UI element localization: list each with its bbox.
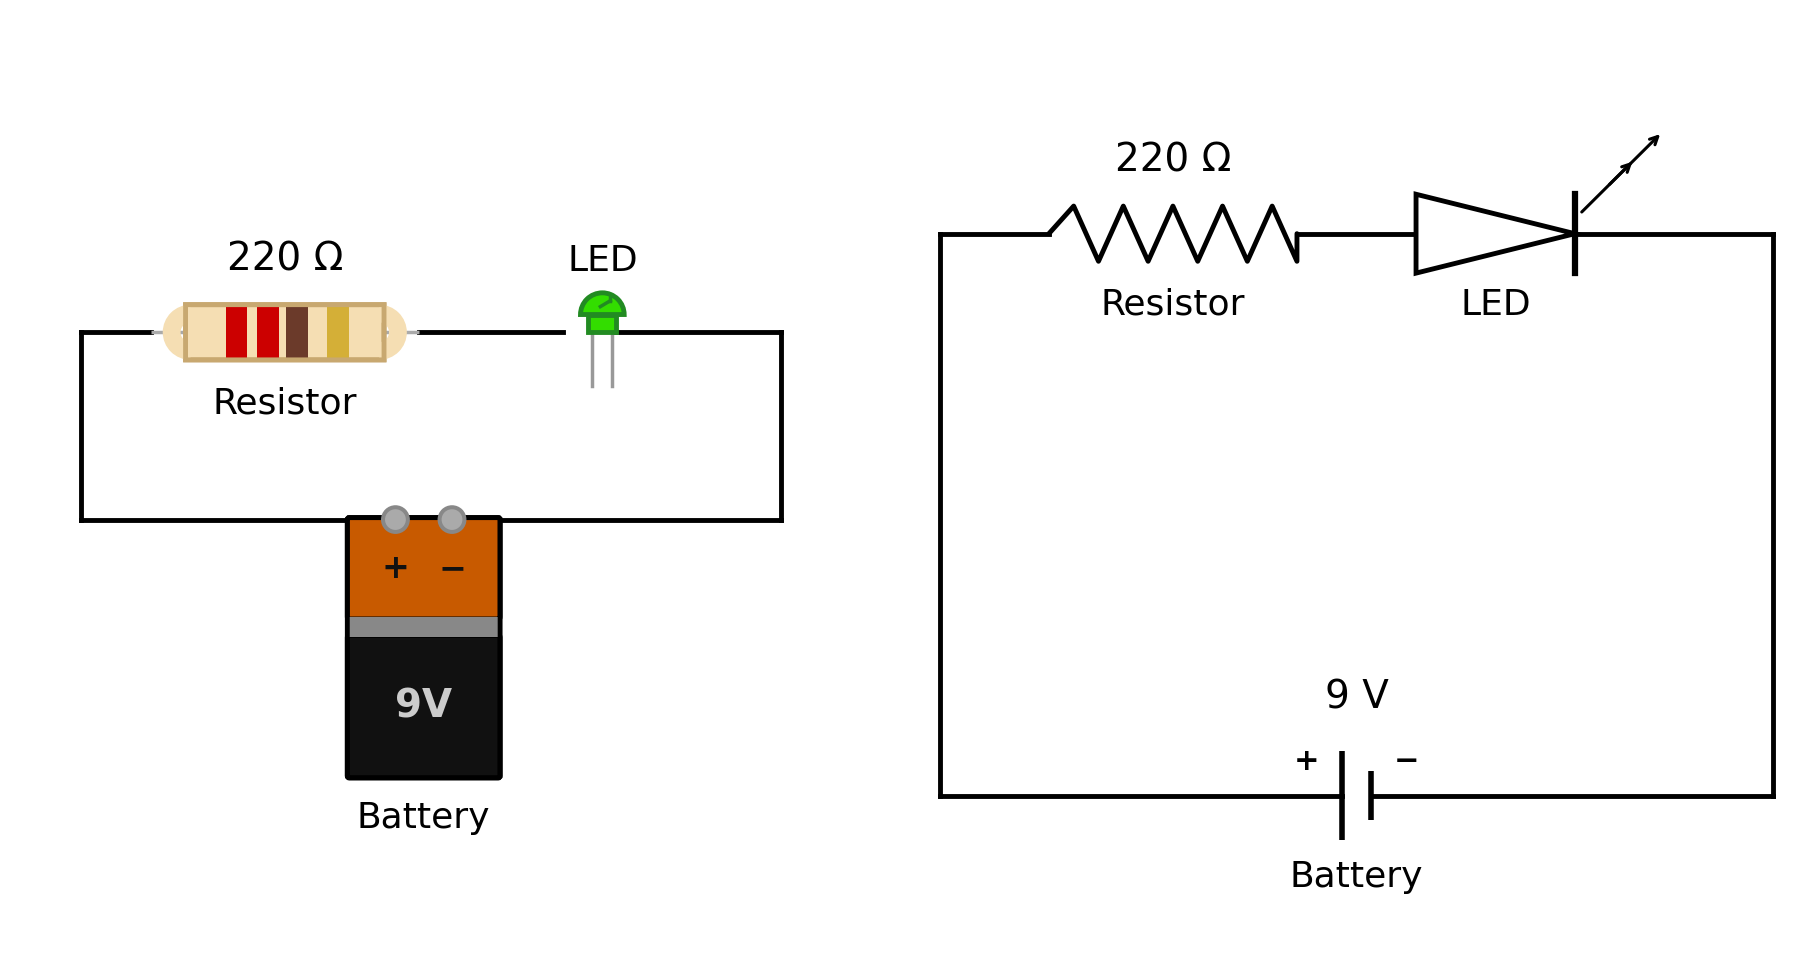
Wedge shape: [380, 305, 407, 360]
Text: 9V: 9V: [394, 688, 452, 725]
Bar: [327, 305, 349, 360]
Wedge shape: [581, 293, 624, 315]
Text: Resistor: Resistor: [212, 386, 356, 420]
Wedge shape: [163, 305, 190, 360]
Bar: [257, 305, 279, 360]
Text: 9 V: 9 V: [1324, 679, 1389, 716]
Text: +: +: [1293, 747, 1321, 775]
Text: 220 Ω: 220 Ω: [226, 240, 344, 278]
Text: +: +: [382, 552, 409, 585]
Text: LED: LED: [566, 244, 637, 278]
Circle shape: [438, 507, 465, 533]
Text: Battery: Battery: [356, 801, 490, 835]
Text: 220 Ω: 220 Ω: [1114, 141, 1232, 179]
Bar: [286, 305, 308, 360]
Text: Battery: Battery: [1290, 859, 1424, 894]
FancyBboxPatch shape: [186, 305, 384, 360]
FancyBboxPatch shape: [347, 517, 499, 619]
Bar: [588, 315, 617, 332]
Bar: [226, 305, 248, 360]
Circle shape: [441, 510, 463, 530]
Circle shape: [385, 510, 405, 530]
Circle shape: [382, 507, 409, 533]
Text: −: −: [438, 552, 467, 585]
Text: LED: LED: [1460, 288, 1530, 321]
Text: Resistor: Resistor: [1100, 288, 1245, 321]
FancyBboxPatch shape: [347, 635, 499, 778]
Bar: [349, 617, 497, 637]
Text: −: −: [1393, 747, 1418, 775]
Polygon shape: [1416, 194, 1576, 273]
